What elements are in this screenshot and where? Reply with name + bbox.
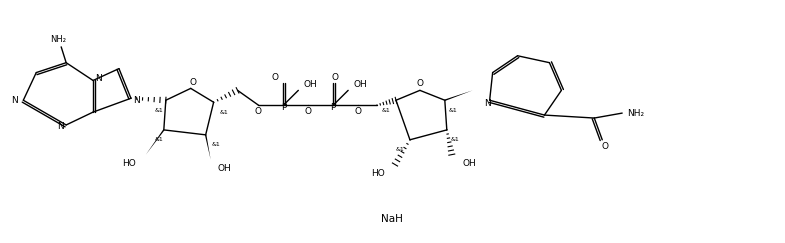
Text: OH: OH	[217, 164, 232, 173]
Text: &1: &1	[155, 137, 163, 142]
Text: &1: &1	[219, 110, 228, 115]
Text: O: O	[355, 107, 362, 116]
Text: O: O	[305, 107, 312, 116]
Polygon shape	[444, 90, 473, 101]
Text: HO: HO	[371, 169, 385, 178]
Text: &1: &1	[155, 108, 163, 113]
Text: &1: &1	[211, 142, 220, 147]
Text: OH: OH	[353, 80, 367, 89]
Text: N: N	[133, 96, 140, 105]
Text: OH: OH	[304, 80, 317, 89]
Text: O: O	[602, 142, 608, 151]
Text: O: O	[189, 78, 196, 87]
Text: NH₂: NH₂	[627, 109, 644, 118]
Text: &1: &1	[451, 137, 459, 142]
Text: O: O	[255, 107, 262, 116]
Text: NaH: NaH	[381, 214, 403, 224]
Text: N: N	[12, 96, 18, 105]
Text: HO: HO	[122, 159, 136, 168]
Text: NH₂: NH₂	[50, 35, 66, 44]
Text: P: P	[281, 103, 286, 112]
Text: N: N	[57, 122, 64, 131]
Text: OH: OH	[462, 159, 476, 168]
Text: &1: &1	[382, 108, 390, 113]
Text: O: O	[332, 73, 338, 82]
Text: N: N	[484, 99, 491, 108]
Text: &1: &1	[396, 147, 404, 152]
Text: O: O	[416, 79, 423, 88]
Polygon shape	[146, 130, 164, 155]
Text: P: P	[330, 103, 336, 112]
Text: O: O	[272, 73, 279, 82]
Text: N: N	[95, 74, 102, 83]
Text: &1: &1	[448, 108, 457, 113]
Polygon shape	[205, 135, 210, 160]
